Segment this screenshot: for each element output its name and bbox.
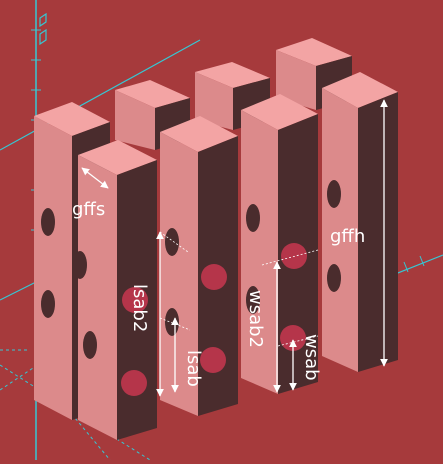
dim-gffs	[81, 167, 109, 189]
hole-icon	[201, 264, 227, 290]
hole-icon	[122, 287, 148, 313]
hole-icon	[165, 308, 179, 336]
label-wsab: wsab	[301, 334, 322, 381]
hole-icon	[281, 243, 307, 269]
fin-front-4	[322, 72, 398, 372]
fin-front-1	[73, 140, 157, 440]
label-gffh: gffh	[330, 226, 365, 247]
hole-icon	[41, 290, 55, 318]
hole-icon	[246, 286, 260, 314]
label-lsab2: lsab2	[129, 284, 150, 332]
fin-front-3	[241, 94, 318, 394]
label-lsab: lsab	[183, 350, 204, 387]
hole-icon	[246, 204, 260, 232]
label-wsab2: wsab2	[245, 290, 266, 348]
hole-icon	[73, 251, 87, 279]
label-gffs: gffs	[72, 199, 105, 220]
fin-front-2	[160, 116, 238, 416]
hole-icon	[165, 228, 179, 256]
hole-icon	[280, 325, 306, 351]
hole-icon	[121, 370, 147, 396]
hole-icon	[327, 180, 341, 208]
dimension-lines	[81, 99, 388, 397]
z-axis-label-icon	[39, 12, 47, 46]
hole-icon	[83, 331, 97, 359]
hole-icon	[41, 208, 55, 236]
hole-icon	[327, 264, 341, 292]
hole-icon	[200, 347, 226, 373]
